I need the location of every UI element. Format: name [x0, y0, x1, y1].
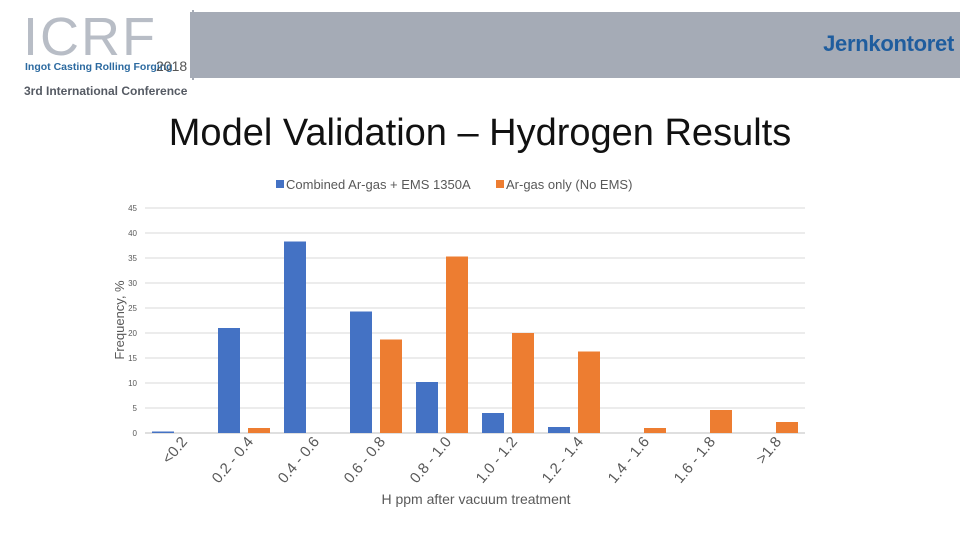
bar-combined: [416, 382, 438, 433]
y-tick-label: 25: [128, 304, 137, 313]
bar-ar-only: [248, 428, 270, 433]
legend-label: Ar-gas only (No EMS): [506, 177, 632, 192]
y-tick-label: 35: [128, 254, 137, 263]
bar-ar-only: [446, 256, 468, 433]
y-tick-label: 15: [128, 354, 137, 363]
legend-swatch: [276, 180, 284, 188]
x-tick-label: >1.8: [753, 434, 785, 468]
y-tick-label: 5: [133, 404, 138, 413]
conference-logo: ICRF Ingot Casting Rolling Forging 2018: [20, 10, 194, 80]
y-tick-label: 20: [128, 329, 137, 338]
bar-ar-only: [644, 428, 666, 433]
bar-combined: [218, 328, 240, 433]
slide-title: Model Validation – Hydrogen Results: [168, 112, 792, 154]
y-axis-label: Frequency, %: [112, 280, 127, 360]
bar-ar-only: [776, 422, 798, 433]
x-tick-label: 0.2 - 0.4: [209, 434, 257, 487]
bar-combined: [284, 241, 306, 433]
bar-combined: [152, 431, 174, 433]
bar-combined: [548, 427, 570, 433]
y-tick-label: 45: [128, 204, 137, 213]
bar-combined: [482, 413, 504, 433]
x-tick-label: <0.2: [159, 434, 191, 468]
bar-ar-only: [512, 333, 534, 433]
y-tick-label: 0: [133, 429, 138, 438]
x-tick-label: 1.0 - 1.2: [473, 434, 521, 487]
bar-ar-only: [710, 410, 732, 433]
conference-label: 3rd International Conference: [24, 84, 188, 98]
bar-ar-only: [578, 351, 600, 433]
header-band: [190, 12, 960, 78]
x-tick-label: 1.2 - 1.4: [539, 434, 587, 487]
y-tick-label: 10: [128, 379, 137, 388]
x-tick-label: 1.6 - 1.8: [671, 434, 719, 487]
x-tick-label: 1.4 - 1.6: [605, 434, 653, 487]
y-tick-label: 30: [128, 279, 137, 288]
x-tick-label: 0.8 - 1.0: [407, 434, 455, 487]
legend-label: Combined Ar-gas + EMS 1350A: [286, 177, 471, 192]
x-tick-label: 0.6 - 0.8: [341, 434, 389, 487]
logo-letters: ICRF: [23, 7, 157, 67]
logo-year: 2018: [156, 58, 188, 74]
x-axis-label: H ppm after vacuum treatment: [381, 491, 570, 507]
logo-subtitle: Ingot Casting Rolling Forging: [25, 61, 173, 73]
x-tick-label: 0.4 - 0.6: [275, 434, 323, 487]
bar-ar-only: [380, 339, 402, 433]
y-tick-label: 40: [128, 229, 137, 238]
brand-logo: Jernkontoret: [823, 31, 954, 56]
bar-combined: [350, 311, 372, 433]
legend-swatch: [496, 180, 504, 188]
